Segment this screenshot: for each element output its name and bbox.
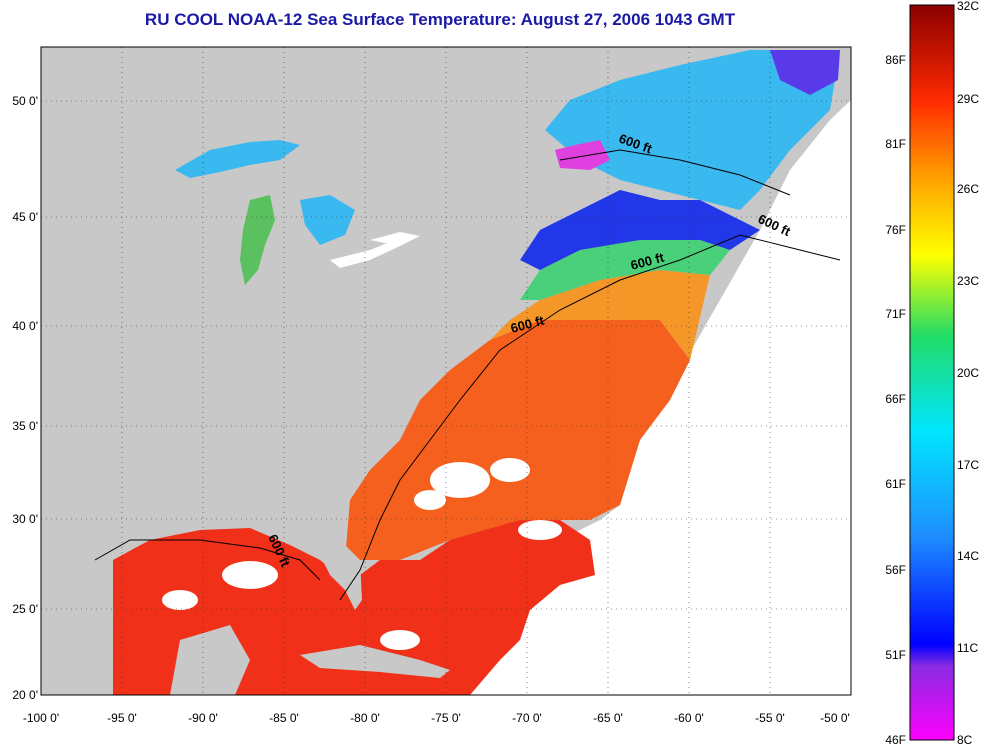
colorbar-fahrenheit-label: 66F bbox=[885, 392, 906, 406]
isobath-line bbox=[94, 234, 841, 601]
lat-tick-label: 50 0' bbox=[12, 94, 38, 108]
colorbar-fahrenheit-label: 86F bbox=[885, 53, 906, 67]
colorbar-celsius-label: 8C bbox=[957, 733, 973, 747]
cloud-patch bbox=[380, 630, 420, 650]
colorbar-celsius-label: 14C bbox=[957, 549, 979, 563]
colorbar-fahrenheit-label: 46F bbox=[885, 733, 906, 747]
lat-tick-label: 30 0' bbox=[12, 512, 38, 526]
graticule bbox=[41, 47, 851, 695]
lon-tick-label: -60 0' bbox=[674, 711, 704, 725]
lon-tick-label: -50 0' bbox=[820, 711, 850, 725]
colorbar-celsius-label: 23C bbox=[957, 274, 979, 288]
lake-erie bbox=[330, 240, 400, 268]
longitude-axis: -100 0' -95 0' -90 0' -85 0' -80 0' -75 … bbox=[23, 711, 850, 725]
colorbar-celsius-label: 29C bbox=[957, 92, 979, 106]
colorbar-fahrenheit-label: 56F bbox=[885, 563, 906, 577]
cloud-patch bbox=[222, 561, 278, 589]
lat-tick-label: 25 0' bbox=[12, 602, 38, 616]
lon-tick-label: -55 0' bbox=[755, 711, 785, 725]
cloud-patch bbox=[162, 590, 198, 610]
colorbar-celsius-label: 20C bbox=[957, 366, 979, 380]
colorbar-fahrenheit-label: 81F bbox=[885, 137, 906, 151]
latitude-axis: 50 0' 45 0' 40 0' 35 0' 30 0' 25 0' 20 0… bbox=[12, 94, 38, 702]
map-frame bbox=[40, 46, 852, 696]
lat-tick-label: 20 0' bbox=[12, 688, 38, 702]
colorbar-fahrenheit-label: 61F bbox=[885, 477, 906, 491]
lake-ontario bbox=[370, 232, 420, 246]
cloud-patch bbox=[430, 462, 490, 498]
north-cold-water bbox=[520, 190, 760, 270]
ocean-nodata-region bbox=[455, 47, 851, 695]
lon-tick-label: -95 0' bbox=[107, 711, 137, 725]
colorbar-fahrenheit-label: 51F bbox=[885, 648, 906, 662]
mid-latitude-water bbox=[490, 270, 710, 360]
colorbar-celsius-label: 11C bbox=[957, 641, 978, 655]
lon-tick-label: -85 0' bbox=[269, 711, 299, 725]
lake-huron bbox=[300, 195, 355, 245]
lon-tick-label: -65 0' bbox=[593, 711, 623, 725]
colorbar-celsius-label: 32C bbox=[957, 0, 979, 13]
florida-peninsula bbox=[320, 545, 362, 610]
colorbar-celsius-label: 17C bbox=[957, 458, 979, 472]
isobath-line bbox=[559, 149, 791, 196]
colorbar-fahrenheit-labels: 86F 81F 76F 71F 66F 61F 56F 51F 46F bbox=[885, 53, 906, 747]
colorbar bbox=[909, 4, 955, 741]
st-lawrence-magenta bbox=[555, 140, 610, 170]
colorbar-celsius-label: 26C bbox=[957, 182, 979, 196]
gulf-of-maine-water bbox=[520, 240, 730, 300]
cloud-patch bbox=[518, 520, 562, 540]
colorbar-fahrenheit-label: 71F bbox=[885, 307, 906, 321]
lon-tick-label: -75 0' bbox=[431, 711, 461, 725]
map-title: RU COOL NOAA-12 Sea Surface Temperature:… bbox=[144, 10, 736, 29]
colorbar-fahrenheit-label: 76F bbox=[885, 223, 906, 237]
labrador-cold-patch bbox=[770, 50, 840, 95]
colorbar-celsius-labels: 32C 29C 26C 23C 20C 17C 14C 11C 8C bbox=[957, 0, 979, 747]
lon-tick-label: -80 0' bbox=[350, 711, 380, 725]
lat-tick-label: 35 0' bbox=[12, 419, 38, 433]
labrador-water bbox=[545, 50, 840, 210]
cuba-island bbox=[300, 645, 450, 678]
lon-tick-label: -100 0' bbox=[23, 711, 59, 725]
cloud-patch bbox=[490, 458, 530, 482]
lon-tick-label: -90 0' bbox=[188, 711, 218, 725]
lon-tick-label: -70 0' bbox=[512, 711, 542, 725]
cloud-patch bbox=[414, 490, 446, 510]
lat-tick-label: 40 0' bbox=[12, 319, 38, 333]
lake-michigan bbox=[240, 195, 275, 285]
lat-tick-label: 45 0' bbox=[12, 210, 38, 224]
lake-superior bbox=[175, 140, 300, 178]
yucatan-land bbox=[170, 625, 250, 695]
